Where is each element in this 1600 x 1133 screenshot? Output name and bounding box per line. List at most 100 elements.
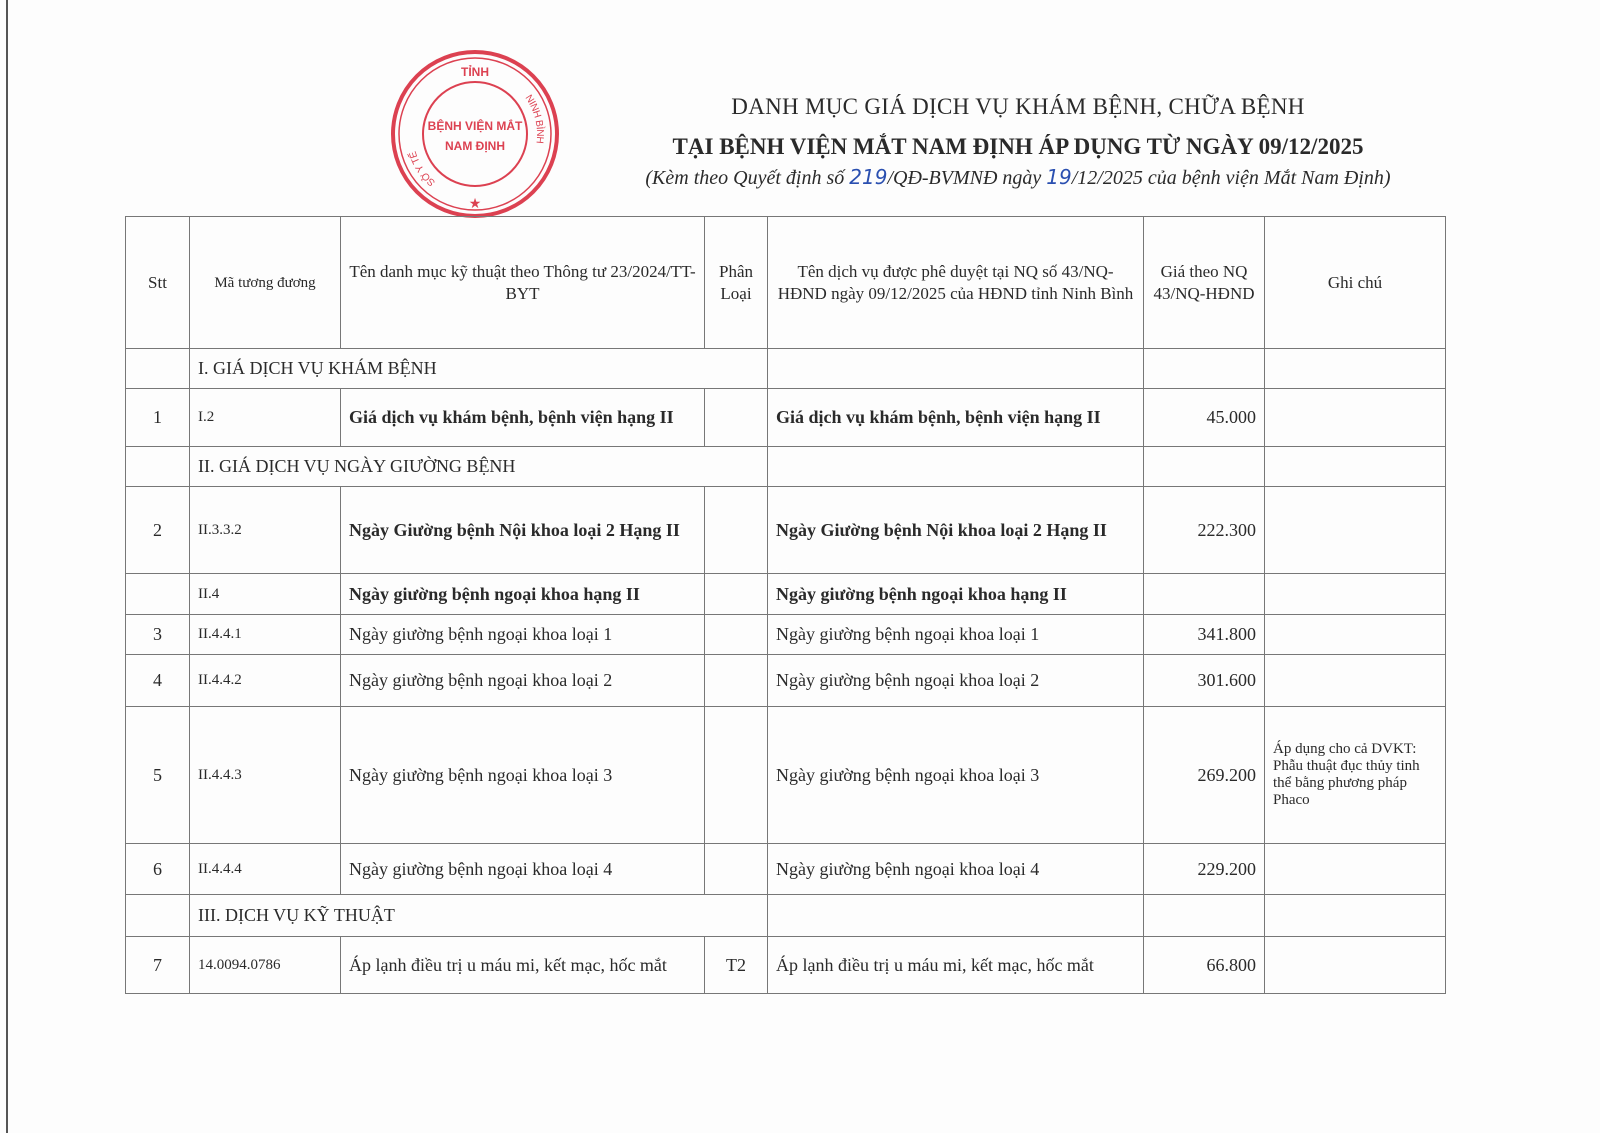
note-cell <box>1264 348 1446 389</box>
code-cell: II.4.4.1 <box>189 614 341 655</box>
table-row: 2 II.3.3.2 Ngày Giường bệnh Nội khoa loại … <box>125 486 1446 574</box>
approved-name-cell: Ngày giường bệnh ngoại khoa loại 1 <box>767 614 1144 655</box>
code-cell: II.4.4.4 <box>189 843 341 895</box>
approved-name-cell: Áp lạnh điều trị u máu mi, kết mạc, hốc … <box>767 936 1144 994</box>
price-cell <box>1143 446 1265 487</box>
approved-name-cell: Ngày giường bệnh ngoại khoa loại 3 <box>767 706 1144 844</box>
technique-name-cell: Giá dịch vụ khám bệnh, bệnh viện hạng II <box>340 388 705 447</box>
technique-name-cell: Ngày giường bệnh ngoại khoa hạng II <box>340 573 705 615</box>
note-cell <box>1264 388 1446 447</box>
table-row: 6 II.4.4.4 Ngày giường bệnh ngoại khoa loạ… <box>125 843 1446 895</box>
subtitle-prefix: (Kèm theo Quyết định số <box>645 167 850 189</box>
section-title: I. GIÁ DỊCH VỤ KHÁM BỆNH <box>189 348 768 389</box>
type-cell <box>704 706 768 844</box>
document-title-line2: TẠI BỆNH VIỆN MẮT NAM ĐỊNH ÁP DỤNG TỪ NG… <box>672 134 1364 159</box>
technique-name-cell: Ngày giường bệnh ngoại khoa loại 4 <box>340 843 705 895</box>
code-cell: I.2 <box>189 388 341 447</box>
header-type: Phân Loại <box>704 216 768 349</box>
price-cell: 269.200 <box>1143 706 1265 844</box>
note-cell <box>1264 446 1446 487</box>
note-cell <box>1264 614 1446 655</box>
approved-name-cell: Ngày giường bệnh ngoại khoa loại 4 <box>767 843 1144 895</box>
header-price: Giá theo NQ 43/NQ-HĐND <box>1143 216 1265 349</box>
note-cell <box>1264 486 1446 574</box>
stamp-top-text: TỈNH <box>461 64 489 79</box>
technique-name-cell: Ngày Giường bệnh Nội khoa loại 2 Hạng II <box>340 486 705 574</box>
note-cell: Áp dụng cho cả DVKT: Phẫu thuật đục thủy… <box>1264 706 1446 844</box>
approved-name-cell: Ngày Giường bệnh Nội khoa loại 2 Hạng II <box>767 486 1144 574</box>
table-row: 3 II.4.4.1 Ngày giường bệnh ngoại khoa loạ… <box>125 614 1446 655</box>
stamp-center-text-2: NAM ĐỊNH <box>445 139 505 153</box>
approved-name-cell: Ngày giường bệnh ngoại khoa hạng II <box>767 573 1144 615</box>
header-note: Ghi chú <box>1264 216 1446 349</box>
code-cell: II.4.4.2 <box>189 654 341 707</box>
table-header-row: Stt Mã tương đương Tên danh mục kỹ thuật… <box>125 216 1446 349</box>
handwritten-decision-number: 219 <box>849 165 888 189</box>
header-stt: Stt <box>125 216 190 349</box>
technique-name-cell: Áp lạnh điều trị u máu mi, kết mạc, hốc … <box>340 936 705 994</box>
stt-cell: 4 <box>125 654 190 707</box>
note-cell <box>1264 894 1446 937</box>
technique-name-cell: Ngày giường bệnh ngoại khoa loại 2 <box>340 654 705 707</box>
stt-cell <box>125 894 190 937</box>
price-cell: 222.300 <box>1143 486 1265 574</box>
code-cell: II.4.4.3 <box>189 706 341 844</box>
type-cell <box>704 388 768 447</box>
type-cell <box>704 486 768 574</box>
type-cell <box>704 843 768 895</box>
header-technique-name: Tên danh mục kỹ thuật theo Thông tư 23/2… <box>340 216 705 349</box>
table-row: II.4 Ngày giường bệnh ngoại khoa hạng II N… <box>125 573 1446 615</box>
code-cell: II.3.3.2 <box>189 486 341 574</box>
document-title-line1: DANH MỤC GIÁ DỊCH VỤ KHÁM BỆNH, CHỮA BỆN… <box>731 94 1305 119</box>
section-title: II. GIÁ DỊCH VỤ NGÀY GIƯỜNG BỆNH <box>189 446 768 487</box>
section-row: III. DỊCH VỤ KỸ THUẬT <box>125 894 1446 937</box>
section-title: III. DỊCH VỤ KỸ THUẬT <box>189 894 768 937</box>
subtitle-mid: /QĐ-BVMNĐ ngày <box>887 167 1047 189</box>
section-row: I. GIÁ DỊCH VỤ KHÁM BỆNH <box>125 348 1446 389</box>
section-row: II. GIÁ DỊCH VỤ NGÀY GIƯỜNG BỆNH <box>125 446 1446 487</box>
approved-name-cell: Giá dịch vụ khám bệnh, bệnh viện hạng II <box>767 388 1144 447</box>
stt-cell: 5 <box>125 706 190 844</box>
price-cell <box>1143 894 1265 937</box>
code-cell: 14.0094.0786 <box>189 936 341 994</box>
stt-cell: 3 <box>125 614 190 655</box>
header-approved-name: Tên dịch vụ được phê duyệt tại NQ số 43/… <box>767 216 1144 349</box>
header-code: Mã tương đương <box>189 216 341 349</box>
price-cell: 341.800 <box>1143 614 1265 655</box>
price-table: Stt Mã tương đương Tên danh mục kỹ thuật… <box>125 216 1446 994</box>
stamp-star-icon: ★ <box>469 197 482 212</box>
table-row: 1 I.2 Giá dịch vụ khám bệnh, bệnh viện hạn… <box>125 388 1446 447</box>
type-cell <box>704 573 768 615</box>
approved-name-cell <box>767 446 1144 487</box>
approved-name-cell <box>767 894 1144 937</box>
type-cell <box>704 654 768 707</box>
price-cell: 66.800 <box>1143 936 1265 994</box>
note-cell <box>1264 573 1446 615</box>
price-cell: 45.000 <box>1143 388 1265 447</box>
type-cell: T2 <box>704 936 768 994</box>
stt-cell: 7 <box>125 936 190 994</box>
scan-edge <box>6 0 8 1133</box>
stamp-center-text-1: BỆNH VIỆN MẮT <box>428 118 523 133</box>
stt-cell: 1 <box>125 388 190 447</box>
stt-cell <box>125 348 190 389</box>
hospital-stamp: TỈNH BỆNH VIỆN MẮT NAM ĐỊNH SỞ Y TẾ NINH… <box>391 50 559 218</box>
table-row: 7 14.0094.0786 Áp lạnh điều trị u máu mi, … <box>125 936 1446 994</box>
approved-name-cell <box>767 348 1144 389</box>
technique-name-cell: Ngày giường bệnh ngoại khoa loại 3 <box>340 706 705 844</box>
table-row: 4 II.4.4.2 Ngày giường bệnh ngoại khoa loạ… <box>125 654 1446 707</box>
type-cell <box>704 614 768 655</box>
subtitle-suffix: /12/2025 của bệnh viện Mắt Nam Định) <box>1071 167 1391 189</box>
price-cell <box>1143 348 1265 389</box>
code-cell: II.4 <box>189 573 341 615</box>
stt-cell: 2 <box>125 486 190 574</box>
note-cell <box>1264 843 1446 895</box>
price-cell <box>1143 573 1265 615</box>
approved-name-cell: Ngày giường bệnh ngoại khoa loại 2 <box>767 654 1144 707</box>
stt-cell <box>125 446 190 487</box>
note-cell <box>1264 936 1446 994</box>
technique-name-cell: Ngày giường bệnh ngoại khoa loại 1 <box>340 614 705 655</box>
table-row: 5 II.4.4.3 Ngày giường bệnh ngoại khoa loạ… <box>125 706 1446 844</box>
handwritten-decision-day: 19 <box>1046 165 1072 189</box>
stt-cell: 6 <box>125 843 190 895</box>
